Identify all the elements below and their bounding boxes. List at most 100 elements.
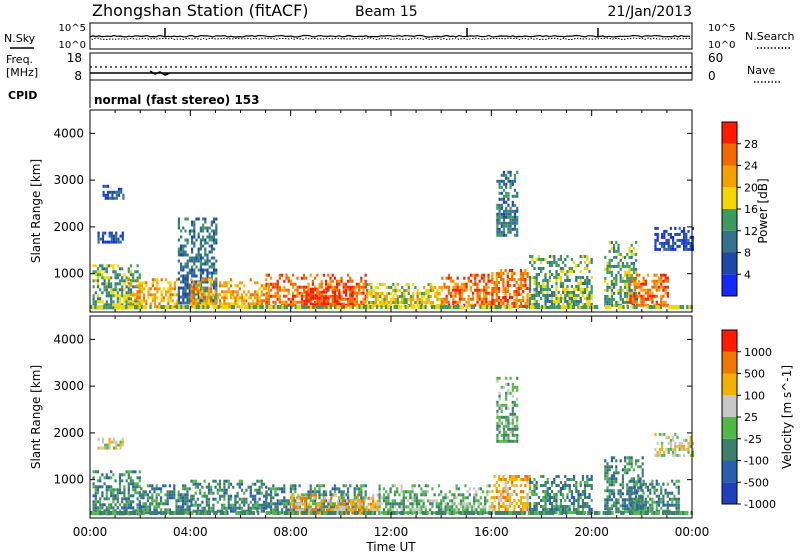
echo-cell bbox=[542, 288, 545, 291]
echo-cell bbox=[154, 287, 157, 291]
echo-cell bbox=[640, 288, 643, 292]
echo-cell bbox=[473, 508, 476, 512]
echo-cell bbox=[177, 223, 180, 227]
echo-cell bbox=[267, 288, 270, 292]
echo-cell bbox=[639, 483, 642, 487]
echo-cell bbox=[108, 240, 111, 244]
echo-cell bbox=[519, 478, 523, 481]
echo-cell bbox=[240, 299, 244, 303]
echo-cell bbox=[299, 496, 302, 500]
echo-cell bbox=[420, 490, 423, 494]
echo-cell bbox=[356, 493, 359, 497]
echo-cell bbox=[564, 487, 567, 490]
echo-cell bbox=[379, 304, 382, 307]
echo-cell bbox=[570, 493, 573, 496]
echo-cell bbox=[319, 502, 322, 506]
echo-cell bbox=[440, 289, 443, 292]
echo-cell bbox=[606, 264, 609, 268]
echo-cell bbox=[546, 499, 549, 502]
echo-cell bbox=[158, 305, 161, 309]
echo-cell bbox=[188, 298, 191, 302]
echo-cell bbox=[405, 301, 408, 304]
echo-cell bbox=[608, 507, 611, 511]
echo-cell bbox=[160, 490, 163, 494]
echo-cell bbox=[402, 499, 405, 503]
echo-cell bbox=[562, 297, 565, 300]
echo-cell bbox=[604, 255, 607, 259]
echo-cell bbox=[642, 288, 645, 292]
echo-cell bbox=[606, 504, 609, 508]
echo-cell bbox=[234, 503, 237, 507]
echo-cell bbox=[619, 285, 622, 289]
echo-cell bbox=[564, 484, 567, 487]
echo-cell bbox=[513, 194, 517, 198]
echo-cell bbox=[511, 382, 514, 386]
echo-cell bbox=[522, 290, 525, 293]
echo-cell bbox=[555, 264, 558, 267]
echo-cell bbox=[369, 508, 373, 512]
echo-cell bbox=[590, 475, 593, 478]
echo-cell bbox=[112, 440, 116, 444]
echo-cell bbox=[182, 250, 185, 254]
echo-cell bbox=[193, 274, 196, 278]
echo-cell bbox=[515, 475, 518, 478]
echo-cell bbox=[544, 496, 547, 499]
echo-cell bbox=[355, 487, 358, 491]
echo-cell bbox=[281, 305, 284, 309]
echo-cell bbox=[456, 288, 459, 292]
echo-cell bbox=[173, 490, 176, 494]
echo-cell bbox=[171, 305, 174, 309]
echo-cell bbox=[468, 493, 471, 497]
echo-cell bbox=[96, 506, 100, 510]
echo-cell bbox=[511, 385, 514, 389]
echo-cell bbox=[267, 285, 270, 289]
echo-cell bbox=[191, 280, 194, 284]
echo-cell bbox=[398, 301, 402, 304]
echo-cell bbox=[117, 193, 121, 197]
echo-cell bbox=[260, 491, 263, 495]
echo-cell bbox=[553, 508, 556, 511]
echo-cell bbox=[487, 279, 490, 283]
echo-cell bbox=[318, 305, 321, 309]
echo-cell bbox=[358, 505, 362, 509]
echo-cell bbox=[546, 487, 549, 490]
echo-cell bbox=[374, 298, 377, 301]
echo-cell bbox=[265, 502, 268, 506]
echo-cell bbox=[624, 279, 627, 283]
echo-cell bbox=[205, 299, 208, 303]
echo-cell bbox=[272, 484, 275, 488]
echo-cell bbox=[511, 481, 514, 484]
echo-cell bbox=[418, 301, 421, 304]
echo-cell bbox=[96, 273, 100, 277]
echo-cell bbox=[533, 300, 536, 303]
echo-cell bbox=[613, 297, 616, 301]
echo-cell bbox=[364, 285, 367, 289]
echo-cell bbox=[125, 506, 128, 510]
echo-cell bbox=[640, 485, 643, 489]
echo-cell bbox=[555, 285, 558, 288]
echo-cell bbox=[281, 502, 284, 506]
echo-cell bbox=[256, 293, 259, 297]
echo-cell bbox=[516, 218, 519, 222]
echo-cell bbox=[394, 292, 397, 295]
echo-cell bbox=[207, 500, 211, 504]
echo-cell bbox=[123, 491, 126, 495]
echo-cell bbox=[473, 499, 476, 503]
echo-cell bbox=[606, 465, 609, 469]
echo-cell bbox=[249, 488, 252, 492]
echo-cell bbox=[500, 269, 503, 272]
echo-cell bbox=[274, 490, 277, 494]
echo-cell bbox=[615, 249, 618, 253]
echo-cell bbox=[613, 480, 616, 484]
echo-cell bbox=[365, 496, 368, 500]
echo-cell bbox=[619, 492, 622, 496]
echo-cell bbox=[588, 300, 591, 303]
freq-right-tick-bottom: 0 bbox=[708, 69, 716, 83]
echo-cell bbox=[260, 485, 263, 489]
echo-cell bbox=[586, 255, 589, 258]
echo-cell bbox=[186, 493, 189, 497]
echo-cell bbox=[107, 485, 111, 489]
echo-cell bbox=[559, 297, 562, 300]
echo-cell bbox=[206, 262, 209, 266]
